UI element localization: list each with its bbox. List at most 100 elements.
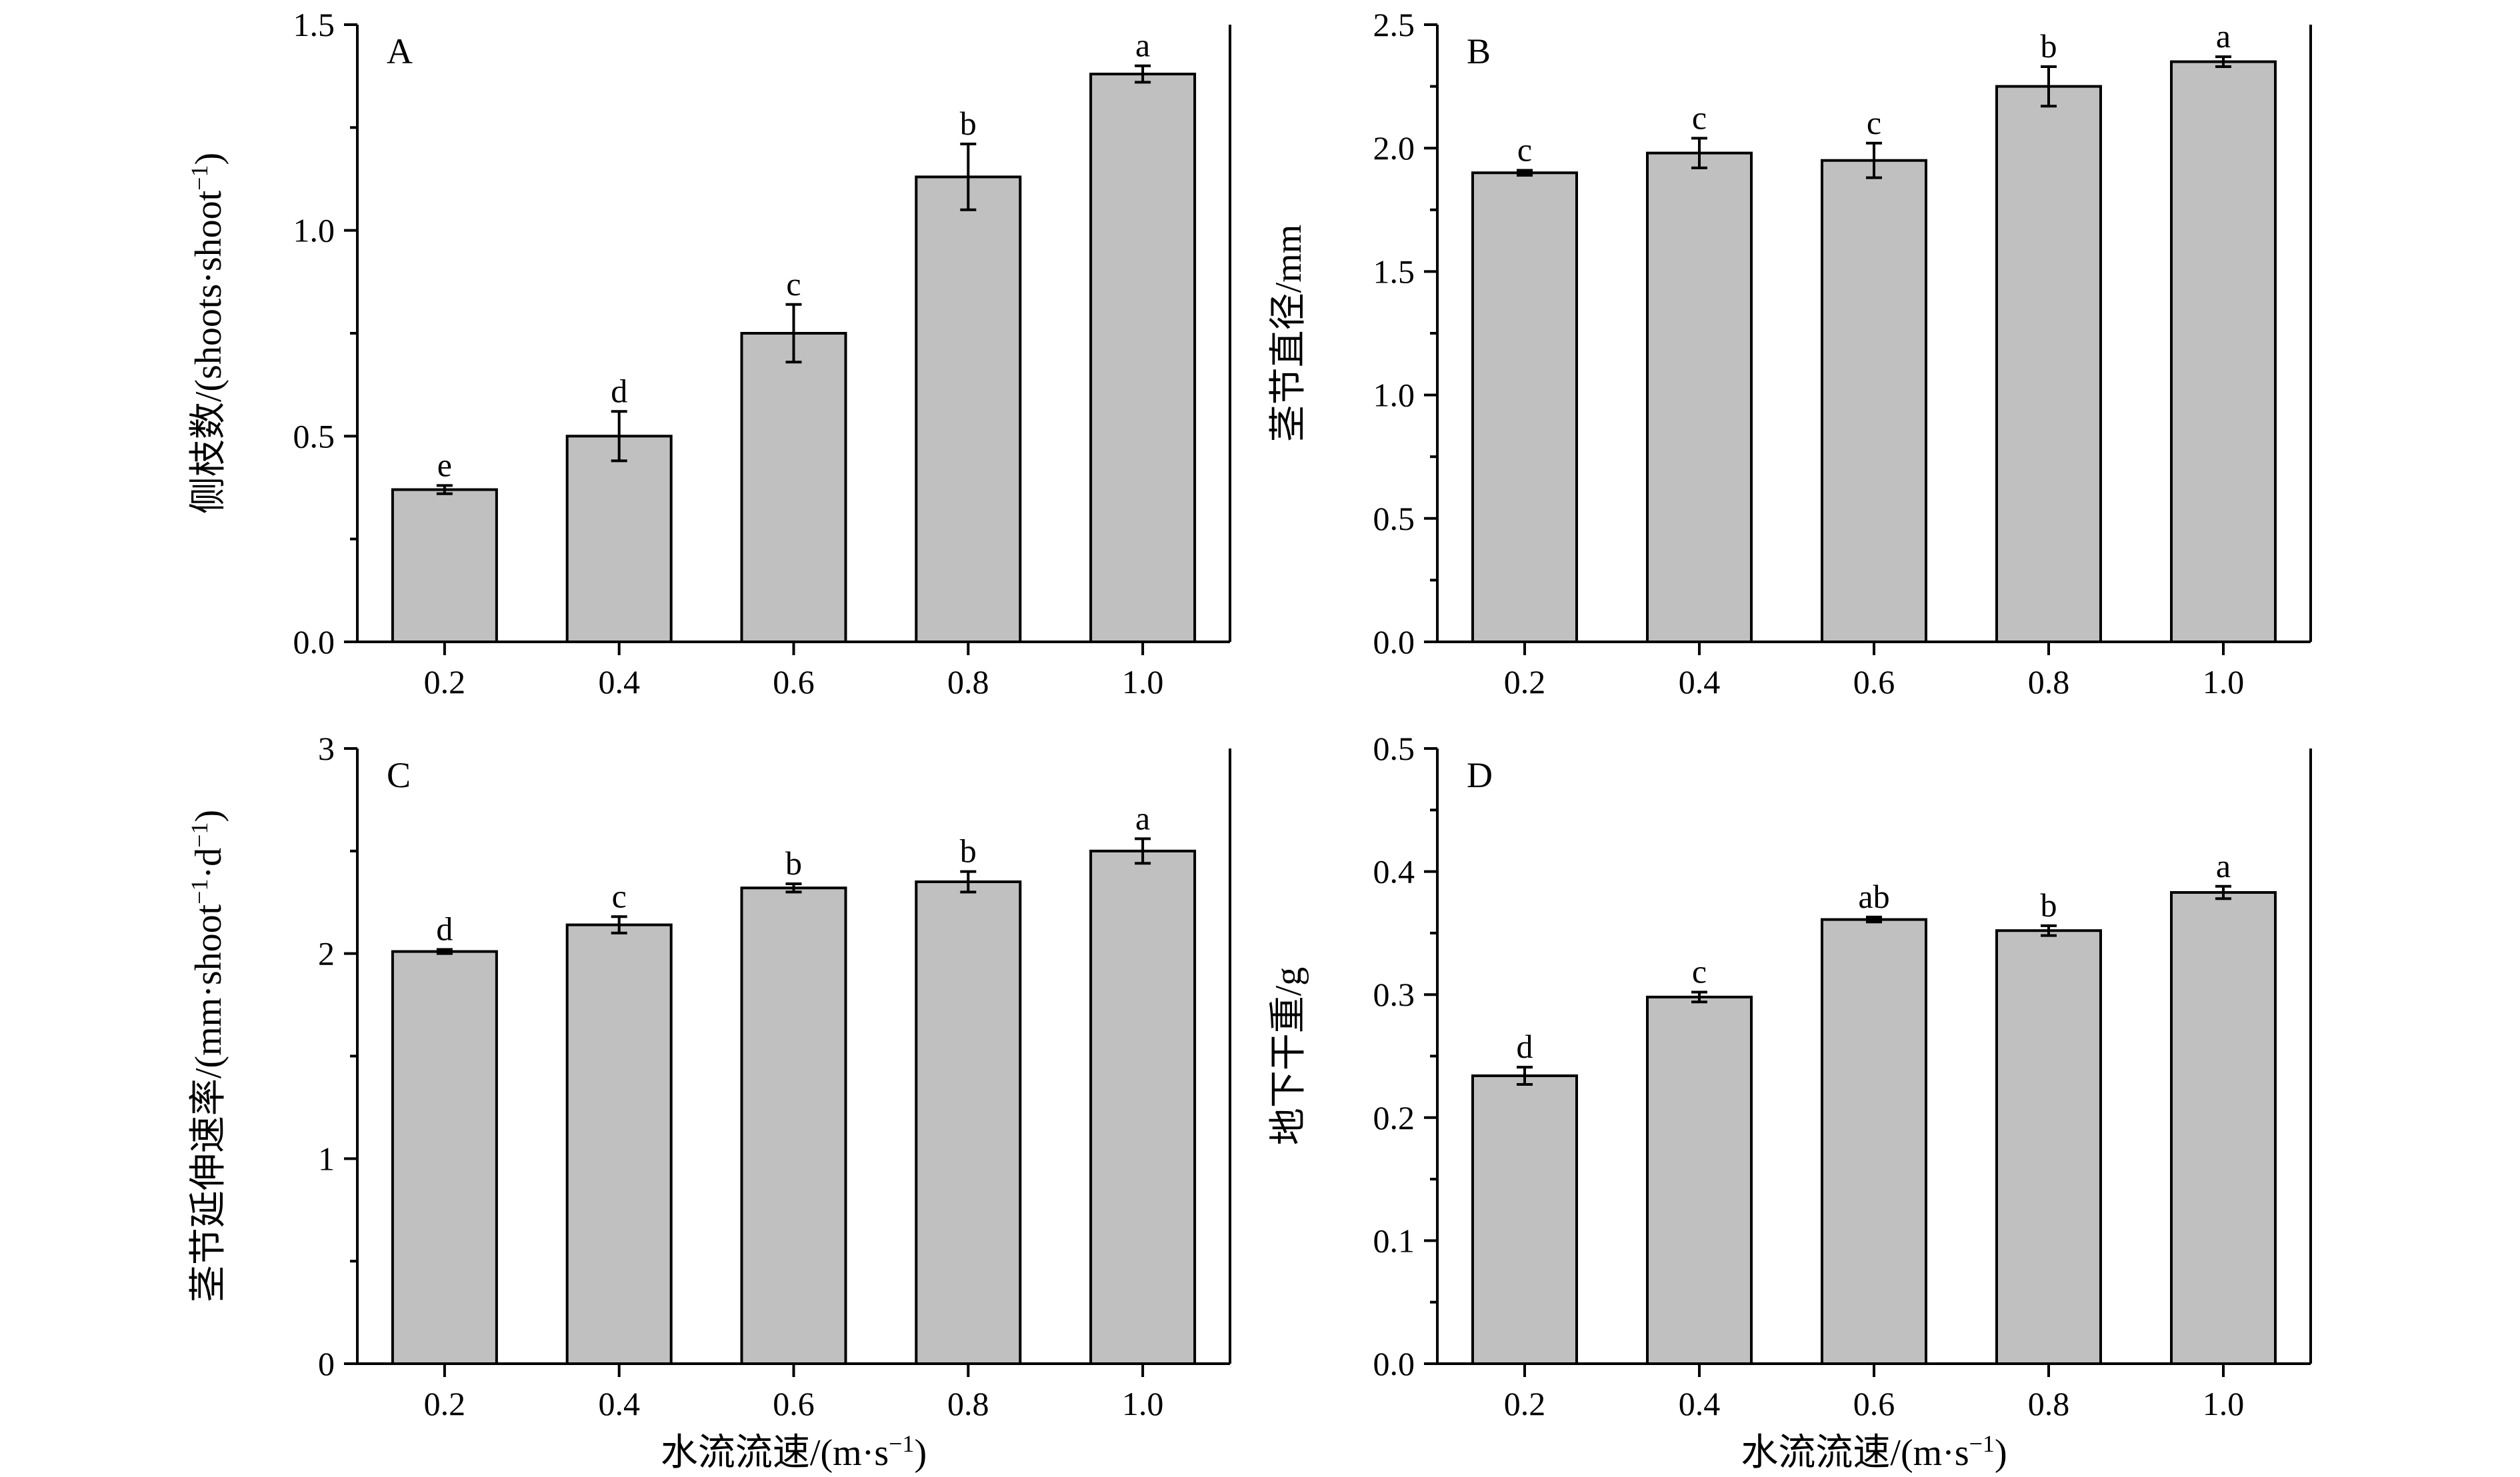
panel-c: d c b b a 0 1 2 3 0.2 0.4 0.6 0.8 1.0 C 茎节延伸速率/(mm·shoo…: [186, 730, 1231, 1474]
bar: [1821, 159, 1927, 644]
y-tick-label: 0.0: [1373, 623, 1415, 661]
significance-letter: b: [960, 105, 977, 142]
x-axis-label-part: 水流流速/(m·s: [661, 1432, 889, 1474]
x-tick-label: 0.4: [598, 1385, 640, 1422]
y-tick-label: 2.0: [1373, 129, 1415, 167]
y-tick-label: 0.2: [1373, 1099, 1415, 1136]
significance-letter: b: [785, 844, 802, 882]
y-tick-label: 0.4: [1373, 853, 1415, 890]
bar: [740, 332, 847, 643]
bar: [1995, 85, 2102, 644]
y-axis-label-part: 茎节延伸速率/(mm·shoot: [188, 904, 229, 1302]
bar: [915, 175, 1022, 643]
panel-letter: C: [387, 755, 411, 795]
significance-letter: d: [611, 372, 627, 409]
significance-letter: ab: [1858, 878, 1889, 915]
x-axis-label-part: ): [914, 1432, 927, 1474]
y-tick-label: 1.5: [293, 6, 335, 43]
bar: [391, 488, 498, 643]
significance-letter: a: [2216, 17, 2231, 55]
bar: [1821, 918, 1927, 1365]
significance-letter: c: [1692, 953, 1707, 990]
y-axis-label: 地下干重/g: [1268, 967, 1309, 1146]
x-axis-label-part: ): [1995, 1432, 2007, 1474]
x-axis-label-part: −1: [889, 1430, 914, 1457]
bar: [565, 435, 673, 643]
bar: [1995, 929, 2102, 1365]
x-tick-label: 1.0: [1122, 663, 1164, 701]
bar: [565, 923, 673, 1366]
x-tick-label: 0.6: [773, 1385, 815, 1422]
x-tick-label: 0.6: [773, 663, 815, 701]
significance-letter: a: [2216, 847, 2231, 884]
y-tick-label: 0: [318, 1345, 335, 1382]
y-tick-label: 0.5: [1373, 730, 1415, 767]
y-axis-label-part: ): [188, 810, 229, 822]
significance-letter: b: [960, 832, 977, 870]
y-axis-label-part: ·d: [188, 848, 229, 879]
x-tick-label: 0.4: [1679, 663, 1721, 701]
y-tick-label: 0.5: [1373, 500, 1415, 537]
significance-letter: d: [1517, 1028, 1533, 1065]
bar: [1089, 849, 1197, 1366]
panel-letter: A: [387, 31, 413, 71]
x-axis-label-part: −1: [1969, 1430, 1995, 1457]
panel-b: c c c b a 0.0 0.5 1.0 1.5 2.0 2.5 0.2 0.4 0.6 0.8 1.0 B 茎…: [1268, 6, 2312, 701]
x-tick-label: 0.2: [1504, 1385, 1546, 1422]
panel-letter: B: [1467, 31, 1491, 71]
x-tick-label: 0.8: [2028, 663, 2070, 701]
bar: [1471, 171, 1578, 643]
y-axis-label-part: 茎节直径/mm: [1268, 225, 1309, 443]
bar: [1471, 1074, 1578, 1365]
y-tick-label: 1.0: [1373, 377, 1415, 414]
y-axis-label: 茎节直径/mm: [1268, 225, 1309, 443]
y-tick-label: 1.0: [293, 212, 335, 249]
y-axis-label-part: −1: [186, 878, 213, 904]
y-axis-label-part: 侧枝数/(shoots·shoot: [188, 190, 229, 514]
bar: [1089, 73, 1197, 643]
significance-letter: c: [1692, 99, 1707, 136]
significance-letter: a: [1135, 799, 1150, 836]
y-tick-label: 0.3: [1373, 976, 1415, 1013]
significance-letter: c: [612, 877, 627, 914]
y-tick-label: 0.0: [1373, 1345, 1415, 1382]
bar: [740, 886, 847, 1366]
panel-letter: D: [1467, 755, 1493, 795]
y-tick-label: 3: [318, 730, 335, 767]
bar: [1646, 995, 1753, 1365]
y-axis-label-part: −1: [186, 165, 213, 190]
x-axis-label: 水流流速/(m·s−1): [1741, 1430, 2007, 1474]
significance-letter: a: [1135, 27, 1150, 64]
x-tick-label: 0.6: [1853, 663, 1895, 701]
x-axis-label: 水流流速/(m·s−1): [661, 1430, 927, 1474]
y-axis-label-part: 地下干重/g: [1268, 967, 1309, 1146]
significance-letter: c: [1867, 104, 1881, 141]
bar: [1646, 151, 1753, 644]
y-tick-label: 0.0: [293, 623, 335, 661]
y-axis-label: 茎节延伸速率/(mm·shoot−1·d−1): [186, 810, 229, 1302]
x-tick-label: 1.0: [2203, 663, 2245, 701]
panel-a: e d c b a 0.0 0.5 1.0 1.5 0.2 0.4 0.6 0.8 1.0 A 侧枝数/(sh…: [186, 6, 1231, 701]
x-tick-label: 0.2: [424, 663, 466, 701]
x-axis-label-part: 水流流速/(m·s: [1741, 1432, 1969, 1474]
x-tick-label: 1.0: [1122, 1385, 1164, 1422]
panel-d: d c ab b a 0.0 0.1 0.2 0.3 0.4 0.5 0.2 0.4 0.6 0.8 1.0 D…: [1268, 730, 2312, 1474]
y-tick-label: 2: [318, 935, 335, 972]
y-axis-label: 侧枝数/(shoots·shoot−1): [186, 153, 229, 514]
significance-letter: d: [436, 910, 453, 948]
significance-letter: e: [437, 446, 452, 483]
x-tick-label: 0.2: [1504, 663, 1546, 701]
bar: [391, 950, 498, 1365]
x-tick-label: 0.6: [1853, 1385, 1895, 1422]
x-tick-label: 0.4: [1679, 1385, 1721, 1422]
bar: [915, 880, 1022, 1365]
significance-letter: b: [2041, 27, 2057, 65]
y-tick-label: 0.1: [1373, 1222, 1415, 1259]
x-tick-label: 0.2: [424, 1385, 466, 1422]
significance-letter: c: [1517, 131, 1532, 169]
significance-letter: b: [2041, 886, 2057, 924]
significance-letter: c: [786, 265, 801, 303]
y-axis-label-part: ): [188, 153, 229, 165]
x-tick-label: 0.8: [2028, 1385, 2070, 1422]
